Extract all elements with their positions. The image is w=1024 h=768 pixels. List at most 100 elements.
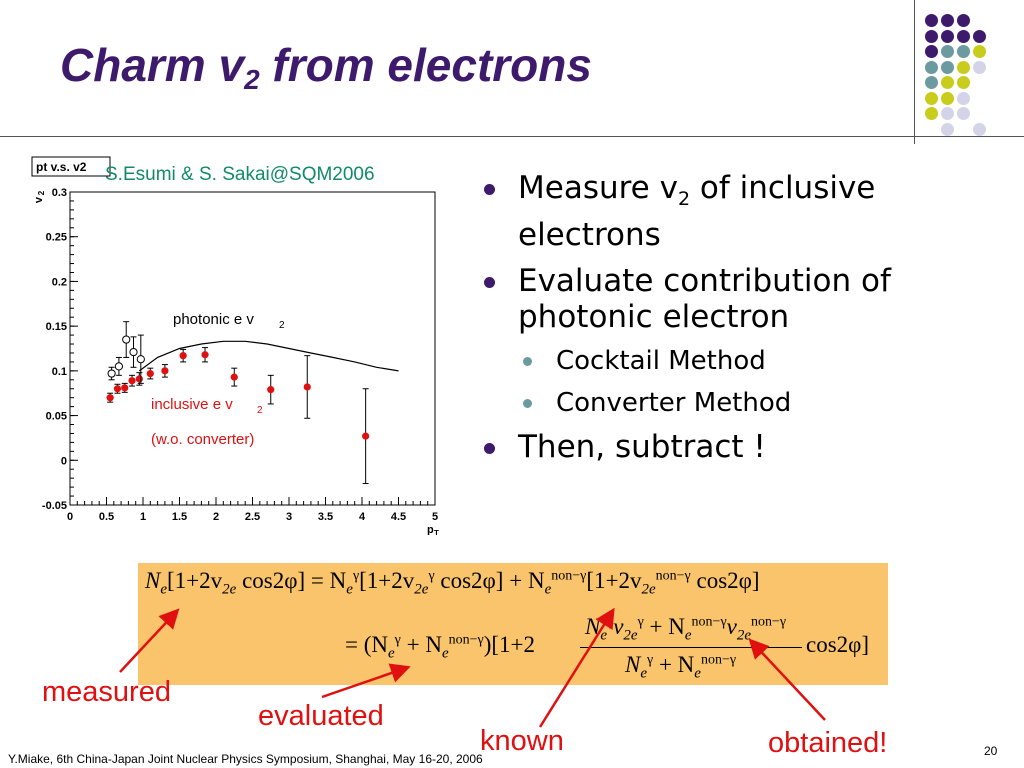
converter-e-point bbox=[107, 369, 116, 378]
decor-dot bbox=[941, 107, 954, 120]
converter-e-point bbox=[122, 335, 131, 344]
x-tick-label: 3 bbox=[286, 511, 292, 523]
bullet-evaluate: Evaluate contribution of photonic electr… bbox=[480, 263, 940, 335]
decor-dot bbox=[957, 29, 970, 43]
y-tick-label: -0.05 bbox=[42, 500, 67, 512]
y-tick-label: 0.15 bbox=[46, 321, 67, 333]
x-axis-label-sub: T bbox=[434, 529, 439, 535]
formula-line-2-right: cos2φ] bbox=[806, 632, 870, 657]
decor-dot bbox=[973, 122, 986, 136]
inclusive-e-point bbox=[362, 432, 370, 440]
photonic-v2-curve bbox=[138, 340, 399, 372]
x-tick-label: 1 bbox=[140, 511, 146, 523]
bullet-dot-icon bbox=[484, 184, 495, 195]
formula-fraction-denominator: Neγ + Nenon−γ bbox=[625, 652, 737, 682]
bullet-measure: Measure v2 of inclusive electrons bbox=[480, 170, 940, 253]
footer-text: Y.Miake, 6th China-Japan Joint Nuclear P… bbox=[8, 752, 483, 766]
y-tick-label: 0.2 bbox=[52, 276, 67, 288]
decor-dot bbox=[925, 91, 938, 105]
decor-dot bbox=[925, 107, 938, 120]
arrow-measured bbox=[119, 608, 180, 673]
corner-divider bbox=[914, 0, 915, 144]
converter-e-point bbox=[114, 362, 124, 371]
converter-e-point bbox=[136, 355, 145, 364]
decor-dot bbox=[941, 45, 954, 58]
label-measured: measured bbox=[42, 676, 171, 708]
y-tick-label: 0.1 bbox=[52, 366, 67, 378]
inclusive-label-note: (w.o. converter) bbox=[151, 431, 254, 448]
bullet-list: Measure v2 of inclusive electrons Evalua… bbox=[480, 170, 940, 475]
arrow-evaluated bbox=[321, 663, 411, 699]
photonic-label-sub: 2 bbox=[279, 320, 285, 331]
decor-dot bbox=[973, 45, 986, 58]
formula-fraction-numerator: Neγv2eγ + Nenon−γv2enon−γ bbox=[585, 614, 787, 644]
y-tick-label: 0.25 bbox=[46, 232, 67, 244]
sub-bullet-converter: Converter Method bbox=[480, 387, 940, 419]
y-tick-label: 0 bbox=[61, 455, 67, 467]
x-tick-label: 3.5 bbox=[318, 511, 333, 523]
arrow-known bbox=[538, 607, 615, 728]
decor-dot bbox=[941, 91, 954, 105]
x-tick-label: 4.5 bbox=[391, 511, 406, 523]
decor-dot bbox=[957, 91, 970, 105]
bullet-dot-icon bbox=[484, 277, 495, 289]
x-tick-label: 4 bbox=[359, 511, 366, 523]
sub-bullet-dot-icon bbox=[523, 399, 532, 409]
x-tick-label: 5 bbox=[432, 511, 438, 523]
slide-title: Charm v2 from electrons bbox=[60, 39, 592, 95]
x-tick-label: 0 bbox=[67, 511, 73, 523]
decor-dot bbox=[957, 14, 970, 27]
chart-title: pt v.s. v2 bbox=[36, 160, 87, 174]
label-known: known bbox=[480, 725, 564, 757]
x-axis-label: p bbox=[427, 524, 434, 535]
x-tick-label: 0.5 bbox=[99, 511, 114, 523]
inclusive-e-point bbox=[121, 384, 129, 392]
x-tick-label: 2 bbox=[213, 511, 219, 523]
decor-dot bbox=[941, 122, 954, 136]
decor-dot bbox=[925, 45, 938, 58]
bullet-subtract: Then, subtract ! bbox=[480, 429, 940, 465]
sub-bullet-dot-icon bbox=[523, 357, 532, 367]
decor-dot bbox=[925, 29, 938, 43]
inclusive-e-point bbox=[303, 383, 311, 391]
decor-dot bbox=[925, 76, 938, 89]
inclusive-e-point bbox=[230, 373, 238, 381]
x-tick-label: 2.5 bbox=[245, 511, 260, 523]
arrow-obtained bbox=[748, 638, 826, 721]
inclusive-e-point bbox=[201, 351, 209, 359]
y-axis-label: v bbox=[33, 196, 45, 203]
decor-dot bbox=[973, 29, 986, 43]
inclusive-e-point bbox=[146, 369, 154, 378]
decor-dot bbox=[957, 76, 970, 89]
x-tick-label: 1.5 bbox=[172, 511, 187, 523]
page-number: 20 bbox=[984, 744, 998, 758]
decor-dot bbox=[957, 107, 970, 120]
decor-dot bbox=[941, 76, 954, 89]
sub-bullet-cocktail: Cocktail Method bbox=[480, 345, 940, 377]
inclusive-e-point bbox=[106, 394, 114, 402]
label-evaluated: evaluated bbox=[258, 700, 384, 732]
y-axis-label-sub: 2 bbox=[37, 190, 46, 195]
label-obtained: obtained! bbox=[768, 727, 888, 759]
decor-dot bbox=[941, 14, 954, 27]
photonic-label: photonic e v bbox=[173, 311, 254, 328]
decorative-dot-grid bbox=[925, 14, 1015, 138]
decor-dot bbox=[957, 60, 970, 74]
inclusive-e-point bbox=[113, 385, 122, 393]
inclusive-label-sub: 2 bbox=[257, 405, 263, 416]
bullet-dot-icon bbox=[484, 443, 495, 455]
inclusive-e-point bbox=[179, 352, 187, 360]
decor-dot bbox=[941, 29, 954, 43]
y-tick-label: 0.3 bbox=[52, 187, 67, 199]
decor-dot bbox=[973, 60, 986, 74]
decor-dot bbox=[957, 45, 970, 58]
converter-e-point bbox=[129, 347, 138, 357]
inclusive-label: inclusive e v bbox=[151, 396, 233, 413]
decor-dot bbox=[925, 14, 938, 27]
y-tick-label: 0.05 bbox=[46, 411, 67, 423]
inclusive-e-point bbox=[128, 377, 136, 385]
v2-vs-pt-chart: pt v.s. v20 0.5 1 1.5 2 2.5 3 3.5 4 4.5 5-0.0500.0… bbox=[31, 156, 439, 535]
decor-dot bbox=[925, 60, 938, 74]
inclusive-e-point bbox=[161, 367, 169, 375]
